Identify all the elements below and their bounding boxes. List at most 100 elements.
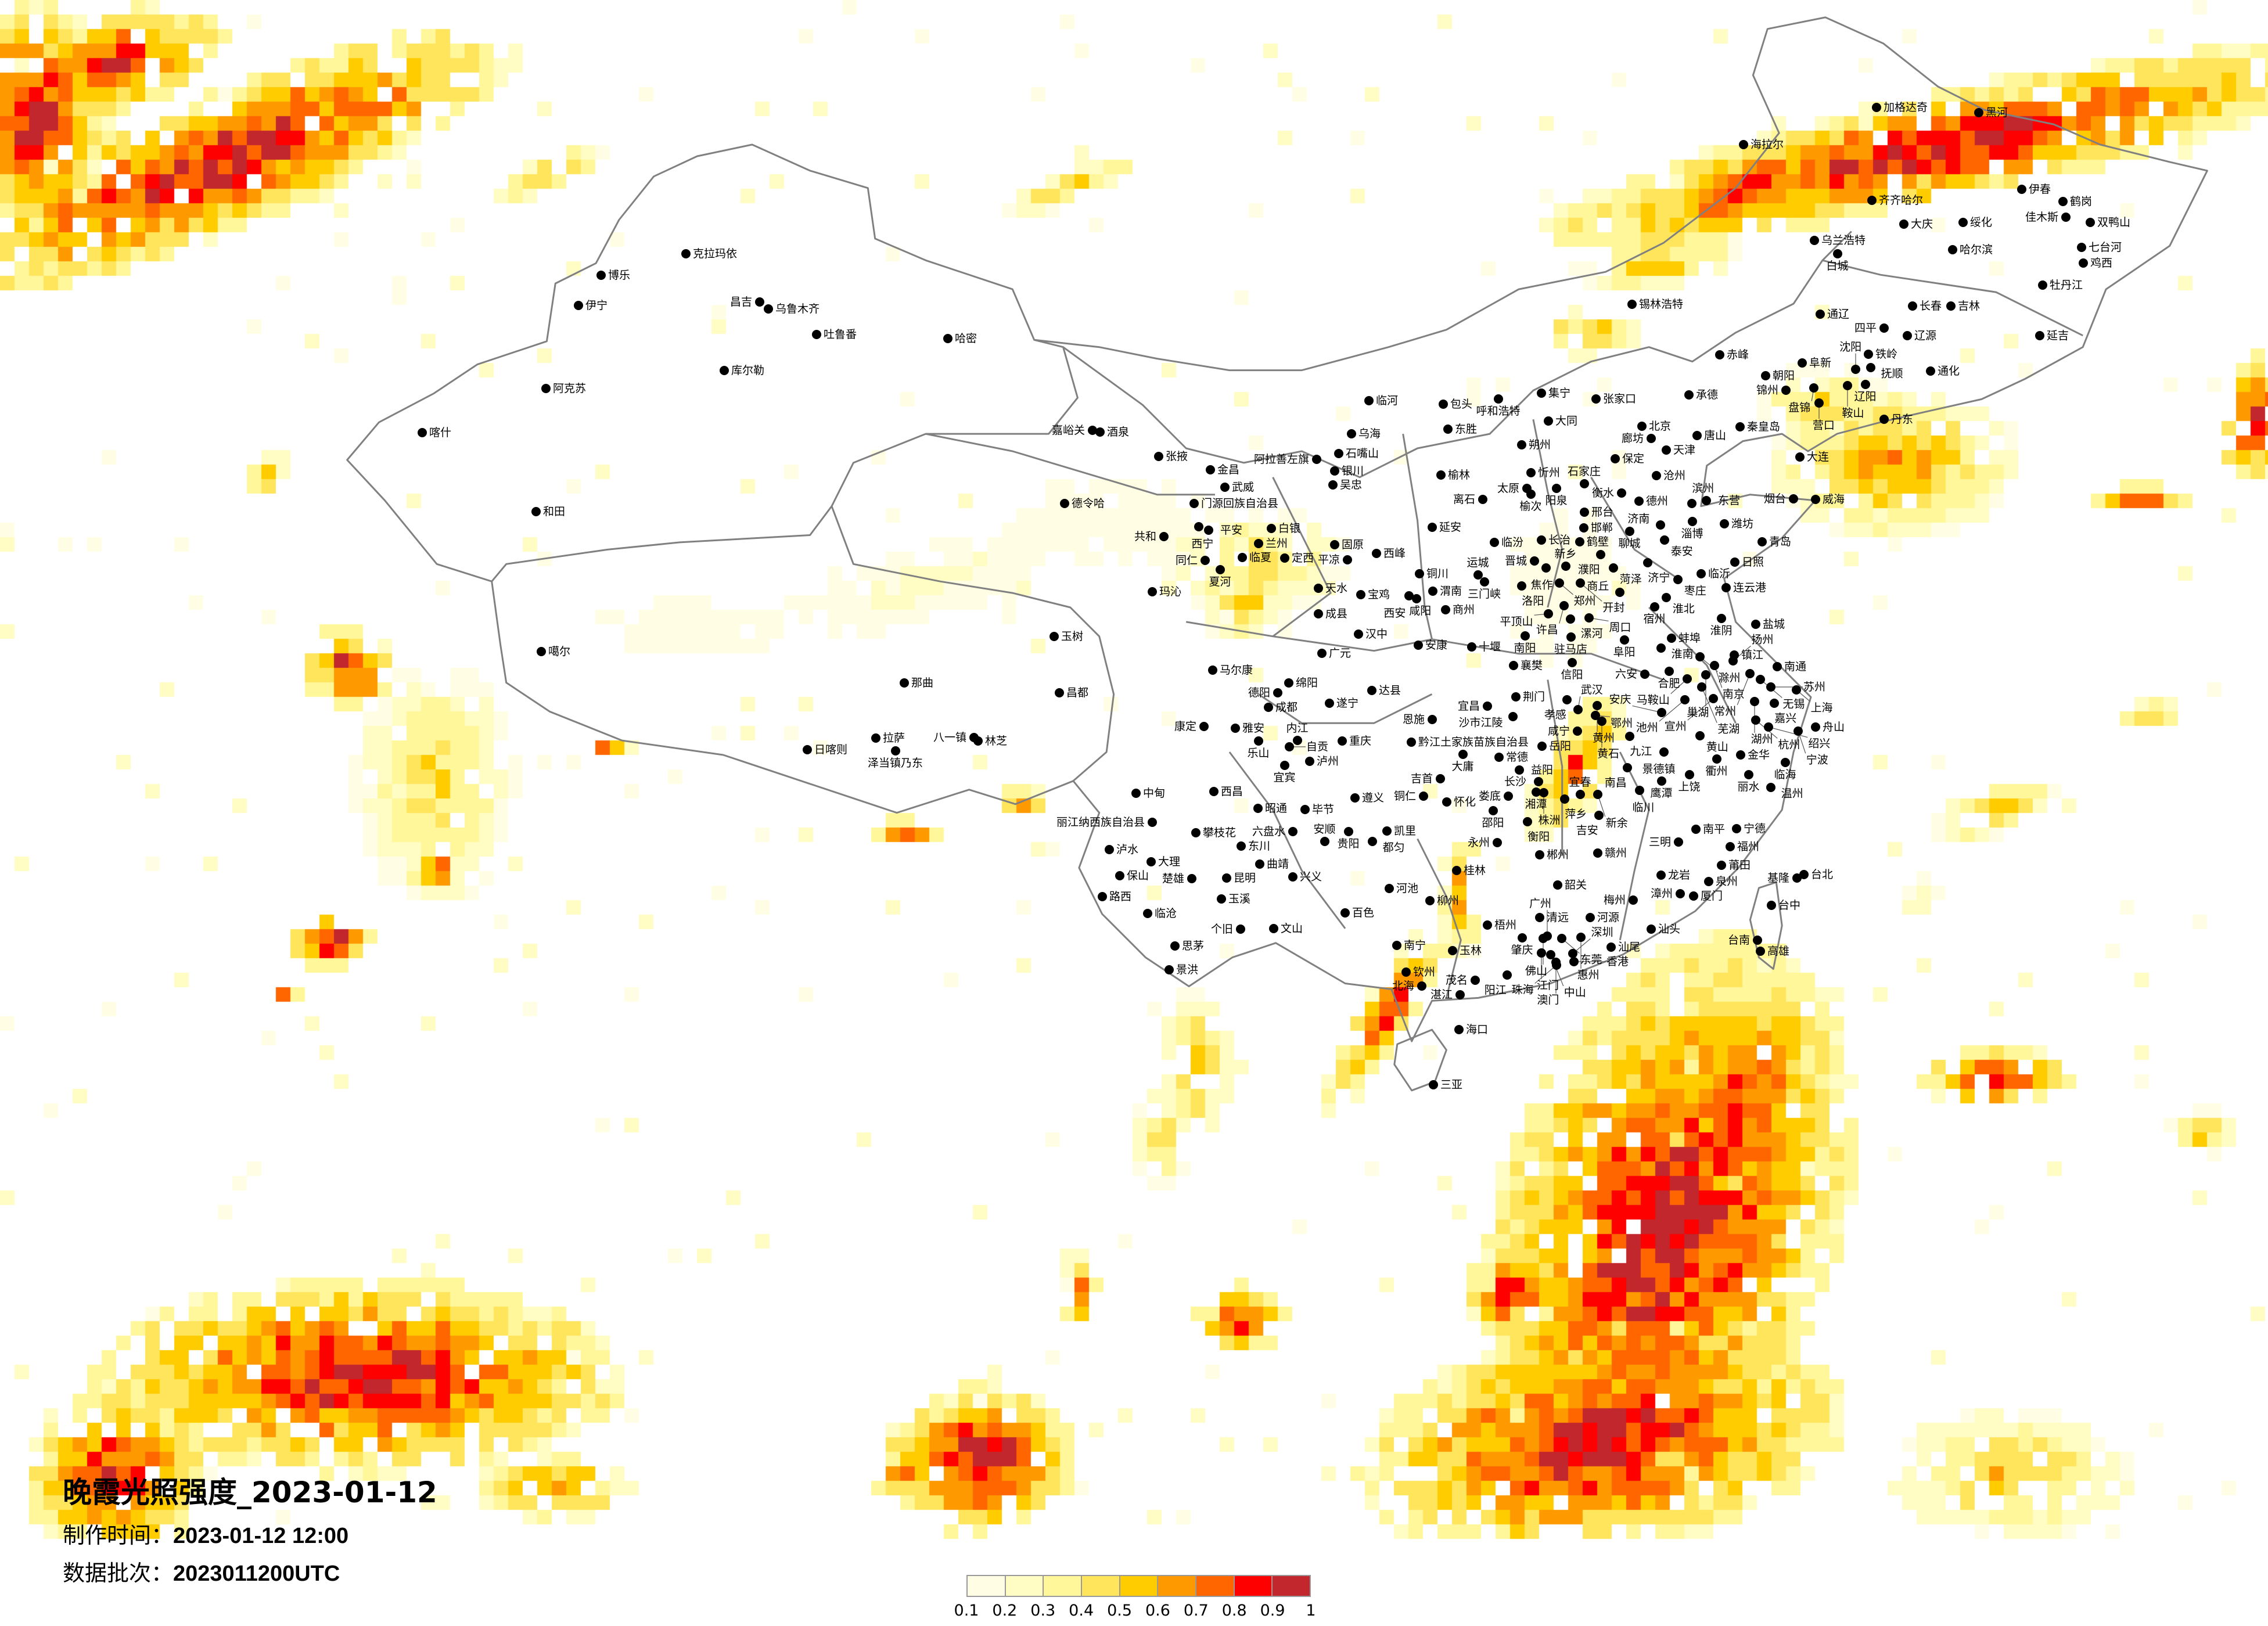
city-marker: 大庆	[1899, 218, 1933, 231]
city-label: 苏州	[1803, 681, 1825, 693]
city-marker: 文山	[1269, 922, 1303, 935]
city-marker: 濮阳	[1578, 550, 1605, 576]
color-legend: 0.1 0.2 0.3 0.4 0.5 0.6 0.7 0.8 0.9 1	[954, 1575, 1316, 1620]
city-dot-icon	[1253, 804, 1263, 813]
city-marker: 铜川	[1415, 567, 1448, 580]
production-time-value: 2023-01-12 12:00	[173, 1524, 349, 1548]
city-label: 宜春	[1569, 776, 1591, 789]
city-marker: 十堰	[1467, 641, 1501, 653]
city-label: 鹤岗	[2070, 195, 2092, 208]
city-dot-icon	[1115, 871, 1124, 880]
city-label: 湘潭	[1525, 798, 1547, 811]
city-label: 济宁	[1648, 571, 1670, 584]
city-marker: 无锡	[1756, 675, 1805, 710]
city-dot-icon	[1428, 523, 1437, 532]
city-label: 德州	[1646, 495, 1668, 508]
city-label: 石家庄	[1568, 465, 1601, 478]
city-label: 包头	[1450, 398, 1472, 411]
city-label: 驻马店	[1554, 643, 1587, 656]
city-dot-icon	[1580, 479, 1589, 488]
city-dot-icon	[1647, 924, 1656, 934]
city-marker: 玉树	[1049, 630, 1083, 643]
city-dot-icon	[1049, 632, 1059, 641]
city-dot-icon	[1689, 891, 1698, 901]
city-label: 铜川	[1426, 567, 1448, 580]
city-label: 珠海	[1512, 983, 1534, 996]
city-label: 临沂	[1708, 567, 1730, 580]
city-marker: 娄底	[1479, 790, 1513, 803]
city-dot-icon	[1490, 538, 1499, 547]
city-marker: 保定	[1611, 452, 1644, 465]
city-dot-icon	[1879, 323, 1889, 333]
city-dot-icon	[1508, 712, 1518, 721]
city-marker: 潍坊	[1720, 517, 1753, 530]
city-dot-icon	[1561, 562, 1570, 571]
city-label: 同仁	[1176, 554, 1198, 567]
city-marker: 湖州	[1750, 697, 1773, 746]
city-label: 廊坊	[1622, 432, 1644, 445]
city-marker: 阳泉	[1545, 484, 1568, 507]
city-dot-icon	[1280, 553, 1289, 563]
legend-label: 0.1	[954, 1602, 979, 1620]
city-dot-icon	[1401, 967, 1411, 977]
city-label: 开封	[1602, 601, 1624, 614]
city-marker: 宜春	[1569, 776, 1591, 799]
city-label: 宁德	[1744, 822, 1766, 835]
city-dot-icon	[1105, 845, 1114, 854]
city-label: 赣州	[1605, 847, 1627, 859]
city-label: 丽水	[1738, 780, 1760, 793]
city-marker: 珠海	[1512, 961, 1561, 996]
city-marker: 康定	[1174, 720, 1209, 733]
city-marker: 辽阳	[1854, 380, 1877, 403]
city-marker: 个旧	[1211, 923, 1245, 936]
production-time: 制作时间：2023-01-12 12:00	[63, 1524, 437, 1548]
city-marker: 齐齐哈尔	[1867, 194, 1923, 207]
city-marker: 永州	[1468, 836, 1502, 849]
city-marker: 长春	[1908, 300, 1942, 312]
city-label: 东莞	[1580, 954, 1602, 966]
city-label: 无锡	[1782, 697, 1805, 710]
city-label: 银川	[1342, 465, 1364, 477]
city-label: 攀枝花	[1203, 826, 1236, 839]
city-marker: 喀什	[418, 426, 451, 439]
city-dot-icon	[871, 733, 880, 743]
city-dot-icon	[1623, 763, 1632, 772]
city-dot-icon	[681, 249, 691, 258]
city-label: 阿拉善左旗	[1254, 453, 1309, 466]
city-dot-icon	[1439, 400, 1448, 409]
border-yunnan-guizhou	[1228, 751, 1346, 929]
city-marker: 铜仁	[1394, 790, 1428, 803]
city-dot-icon	[1761, 371, 1770, 380]
city-marker: 平凉	[1318, 553, 1352, 566]
city-marker: 泉州	[1704, 875, 1738, 888]
city-dot-icon	[1454, 1025, 1464, 1034]
city-label: 宣州	[1665, 720, 1687, 733]
city-dot-icon	[1543, 931, 1552, 941]
city-marker: 达县	[1367, 684, 1401, 697]
city-marker: 漯河	[1566, 614, 1603, 640]
city-marker: 周口	[1584, 613, 1631, 634]
city-dot-icon	[1189, 499, 1199, 508]
city-label: 呼和浩特	[1476, 405, 1521, 418]
city-label: 桂林	[1464, 864, 1486, 877]
city-dot-icon	[1560, 794, 1569, 804]
city-dot-icon	[1736, 750, 1745, 760]
city-dot-icon	[1206, 465, 1215, 474]
city-marker: 广元	[1317, 647, 1351, 660]
legend-label: 0.3	[1030, 1602, 1056, 1620]
city-marker: 赣州	[1593, 847, 1627, 859]
city-marker: 百色	[1340, 906, 1374, 919]
city-marker: 定西	[1280, 552, 1314, 564]
city-dot-icon	[1656, 520, 1665, 530]
city-dot-icon	[1629, 895, 1638, 905]
city-label: 噶尔	[548, 645, 570, 658]
city-marker: 中甸	[1131, 787, 1165, 800]
border-xinjiang	[491, 339, 1079, 582]
city-label: 阜新	[1809, 357, 1831, 369]
city-label: 保定	[1622, 452, 1644, 465]
city-dot-icon	[1204, 526, 1213, 535]
city-label: 运城	[1467, 556, 1489, 569]
city-marker: 郴州	[1535, 848, 1569, 861]
city-marker: 景德镇	[1642, 747, 1676, 776]
